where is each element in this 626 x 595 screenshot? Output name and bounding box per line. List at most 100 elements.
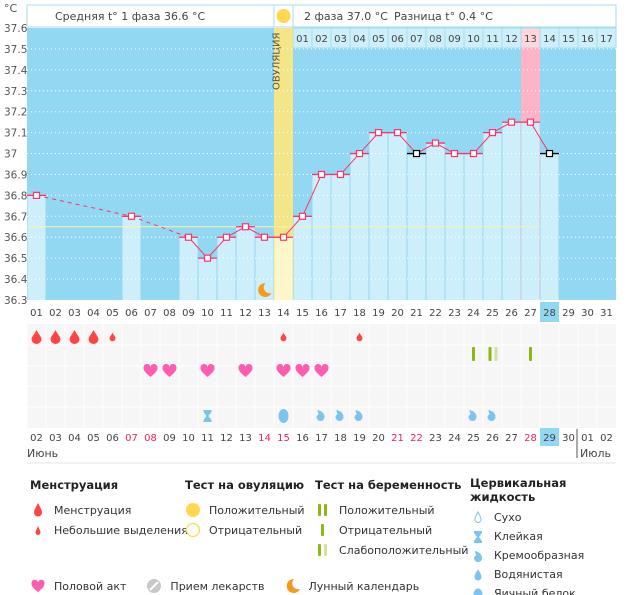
phase2-day-label: 03 — [334, 34, 347, 45]
cycle-day-label: 29 — [562, 308, 575, 319]
phase2-day-label: 12 — [505, 34, 518, 45]
date-label: 04 — [68, 433, 81, 444]
egg-white-icon — [473, 588, 483, 595]
phase2-average: 2 фаза 37.0 °C — [304, 10, 388, 23]
phase2-day-label: 17 — [600, 34, 613, 45]
date-label: 11 — [201, 433, 214, 444]
y-tick-label: 37.2 — [4, 107, 27, 119]
cycle-day-label: 16 — [315, 308, 328, 319]
legend-item: Слабоположительный — [339, 543, 469, 557]
date-label: 03 — [49, 433, 62, 444]
circle-negative-icon — [185, 522, 201, 538]
light-spotting-drop-icon — [109, 332, 116, 342]
legend-pregnancy-test: Тест на беременность Положительный Отриц… — [315, 478, 468, 560]
current-day-highlight — [540, 302, 559, 322]
phase2-day-label: 14 — [543, 34, 556, 45]
phase2-day-label: 06 — [391, 34, 404, 45]
creamy-icon — [316, 410, 325, 421]
creamy-icon — [468, 410, 477, 421]
legend-item: Менструация — [54, 503, 132, 517]
phase2-day-label: 04 — [353, 34, 366, 45]
temperature-bar — [502, 122, 521, 301]
temperature-bar — [388, 132, 407, 300]
legend-item: Отрицательный — [209, 523, 303, 537]
cycle-day-label: 27 — [524, 308, 537, 319]
temperature-bar — [236, 226, 255, 300]
cycle-day-label: 19 — [372, 308, 385, 319]
phase2-day-label: 10 — [467, 34, 480, 45]
date-label: 30 — [562, 433, 575, 444]
temperature-point — [431, 139, 440, 147]
y-tick-label: 36.7 — [4, 211, 27, 223]
date-label: 27 — [505, 433, 518, 444]
date-label: 28 — [524, 433, 537, 444]
temperature-point — [184, 233, 193, 241]
drop-icon — [34, 503, 42, 517]
temperature-point — [355, 149, 364, 158]
legend-bottom: Половой акт Прием лекарств Лунный календ… — [30, 578, 419, 594]
pill-icon — [147, 579, 162, 593]
cycle-day-label: 06 — [125, 308, 138, 319]
y-tick-label: 36.9 — [4, 169, 27, 181]
cycle-day-label: 04 — [87, 308, 100, 319]
temperature-bar — [540, 153, 559, 300]
date-label: 25 — [467, 433, 480, 444]
temperature-line-segment — [131, 215, 189, 238]
today-highlight — [540, 428, 559, 446]
temperature-point — [260, 233, 269, 241]
phase2-day-label: 09 — [448, 34, 461, 45]
temperature-bar — [217, 237, 236, 300]
moon-icon — [286, 578, 300, 593]
cycle-day-label: 17 — [334, 308, 347, 319]
cycle-day-label: 01 — [30, 308, 43, 319]
cycle-day-label: 13 — [258, 308, 271, 319]
date-label: 23 — [429, 433, 442, 444]
legend-ovulation-test: Тест на овуляцию Положительный Отрицател… — [185, 478, 305, 540]
heart-icon — [295, 363, 310, 377]
legend-title: Цервикальная жидкость — [470, 476, 567, 504]
light-spotting-drop-icon — [280, 332, 287, 342]
phase2-day-label: 16 — [581, 34, 594, 45]
phase2-day-label: 08 — [429, 34, 442, 45]
cycle-day-label: 14 — [277, 308, 290, 319]
legend-cervical: Цервикальная жидкость Сухо Клейкая Кремо… — [470, 476, 626, 595]
date-label: 05 — [87, 433, 100, 444]
date-label: 13 — [239, 433, 252, 444]
sticky-icon — [203, 410, 212, 422]
menstruation-drop-icon — [88, 330, 99, 344]
legend-item: Положительный — [209, 503, 305, 517]
date-label: 17 — [315, 433, 328, 444]
cycle-day-label: 07 — [144, 308, 157, 319]
ovulation-label: ОВУЛЯЦИЯ — [272, 33, 283, 91]
cycle-day-label: 12 — [239, 308, 252, 319]
temperature-bar — [274, 237, 293, 300]
cycle-day-label: 10 — [201, 308, 214, 319]
y-tick-label: 37 — [4, 149, 17, 161]
cycle-day-label: 02 — [49, 308, 62, 319]
temperature-bar — [312, 174, 331, 300]
pregnancy-test-weak-icon — [494, 347, 498, 361]
temperature-point — [336, 170, 345, 179]
legend-title: Менструация — [30, 478, 119, 492]
y-tick-label: 37.5 — [4, 44, 27, 56]
y-tick-label: 37.1 — [4, 128, 27, 140]
pregnancy-test-negative-icon — [472, 347, 475, 361]
date-label: 29 — [543, 433, 556, 444]
legend-item: Кремообразная — [494, 549, 585, 562]
pregnancy-test-negative-icon — [529, 347, 532, 361]
date-label: 09 — [163, 433, 176, 444]
date-label: 15 — [277, 433, 290, 444]
temperature-point — [507, 118, 516, 126]
sun-positive-icon — [186, 503, 200, 517]
cycle-day-label: 20 — [391, 308, 404, 319]
temperature-point — [526, 118, 535, 126]
cycle-day-label: 25 — [486, 308, 499, 319]
temperature-point — [374, 129, 383, 137]
date-label: 10 — [182, 433, 195, 444]
cycle-day-label: 24 — [467, 308, 480, 319]
temperature-bar — [255, 237, 274, 300]
menstruation-drop-icon — [31, 330, 42, 344]
date-label: 20 — [372, 433, 385, 444]
date-label: 14 — [258, 433, 271, 444]
date-label: 07 — [125, 433, 138, 444]
